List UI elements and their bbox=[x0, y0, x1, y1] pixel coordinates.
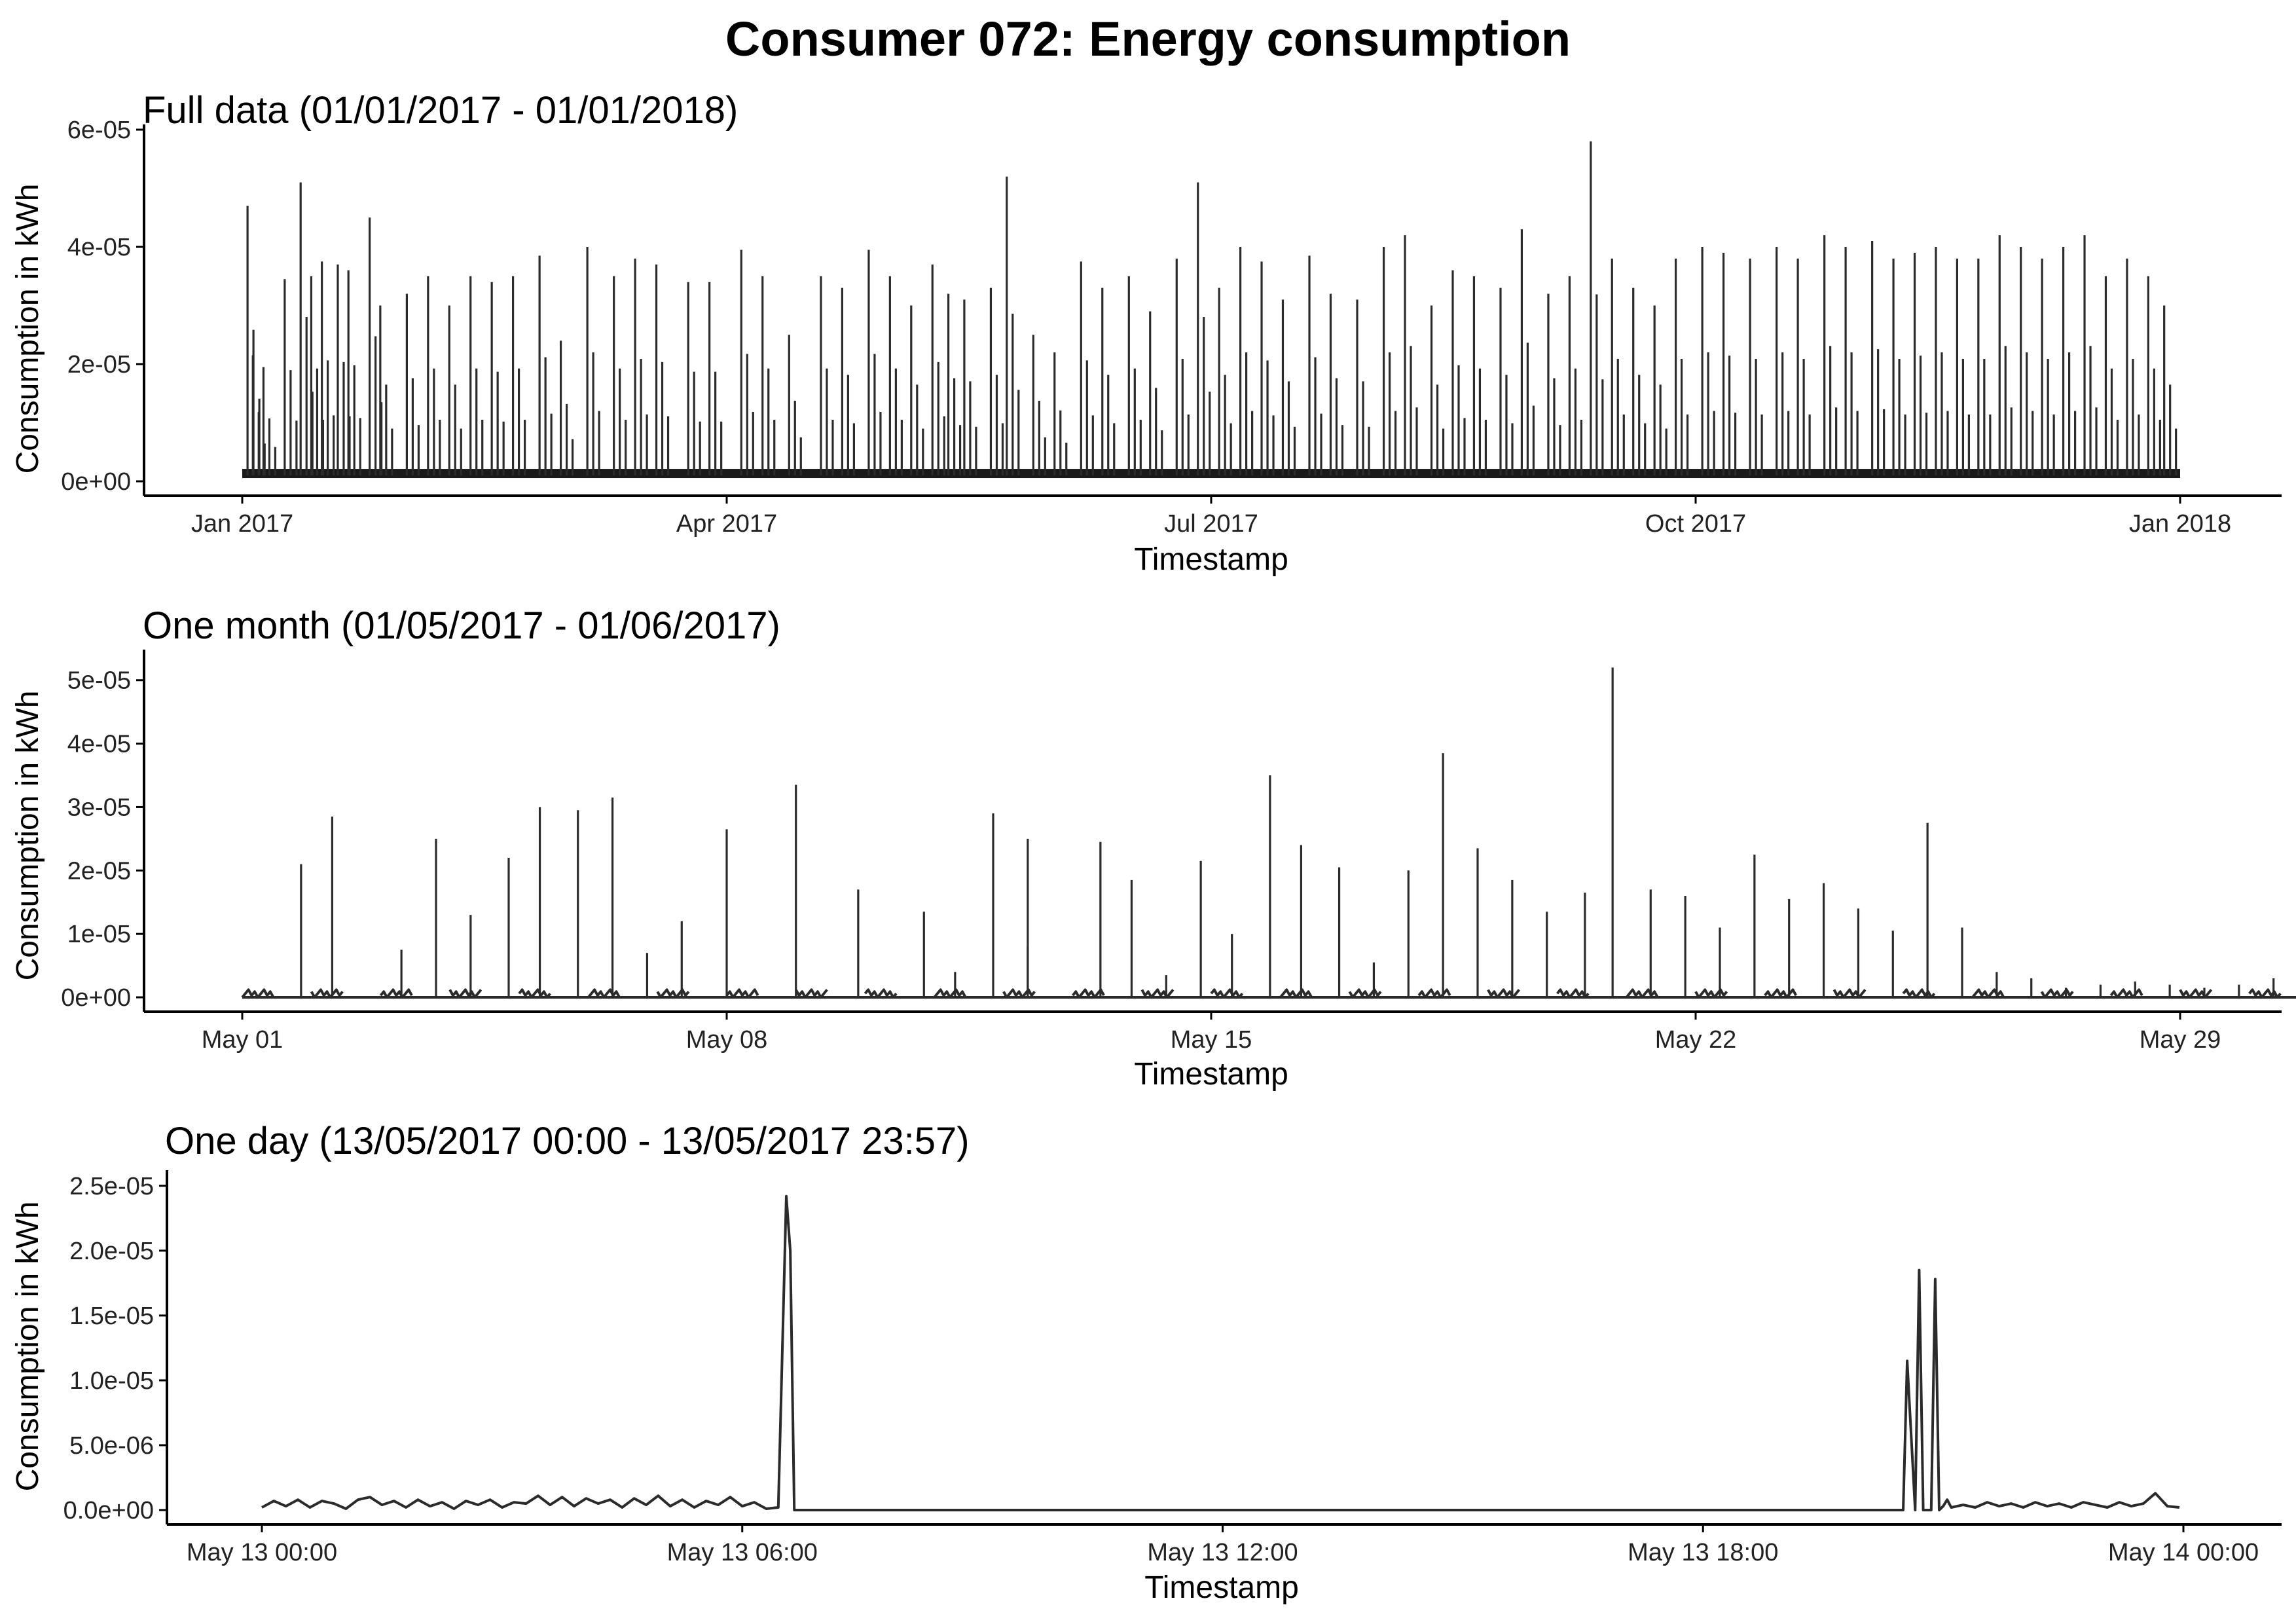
daily-noise bbox=[794, 988, 828, 999]
daily-noise bbox=[2109, 988, 2143, 999]
panel-title: One day (13/05/2017 00:00 - 13/05/2017 2… bbox=[165, 1120, 970, 1162]
y-tick-label: 1.5e-05 bbox=[69, 1302, 154, 1330]
daily-noise bbox=[1971, 988, 2005, 999]
series-line bbox=[261, 1194, 2180, 1511]
daily-noise bbox=[1832, 988, 1867, 999]
x-axis-title: Timestamp bbox=[1134, 1057, 1288, 1092]
y-tick-label: 3e-05 bbox=[67, 794, 131, 821]
y-axis-title: Consumption in kWh bbox=[10, 184, 45, 474]
daily-noise bbox=[2179, 988, 2213, 999]
x-tick-label: May 14 00:00 bbox=[2108, 1539, 2259, 1566]
y-axis-title: Consumption in kWh bbox=[10, 691, 45, 981]
x-tick-label: Oct 2017 bbox=[1645, 510, 1746, 538]
panel-title: Full data (01/01/2017 - 01/01/2018) bbox=[143, 89, 738, 132]
daily-noise bbox=[241, 988, 275, 999]
y-tick-label: 2.5e-05 bbox=[69, 1173, 154, 1200]
tick-labels: 0e+00 2e-05 4e-05 6e-05 Jan 2017 Apr 2017 Jul … bbox=[61, 117, 2231, 538]
x-tick-label: May 01 bbox=[202, 1026, 283, 1054]
daily-noise bbox=[2040, 988, 2074, 999]
y-tick-label: 6e-05 bbox=[67, 117, 131, 144]
y-tick-label: 0e+00 bbox=[61, 984, 131, 1012]
y-tick-label: 4e-05 bbox=[67, 234, 131, 261]
panel-one-day: One day (13/05/2017 00:00 - 13/05/2017 2… bbox=[10, 1120, 2282, 1605]
y-tick-label: 1.0e-05 bbox=[69, 1367, 154, 1395]
panel-full-data: Full data (01/01/2017 - 01/01/2018) 0e+0… bbox=[10, 89, 2282, 577]
x-tick-label: May 15 bbox=[1171, 1026, 1252, 1054]
daily-noise bbox=[310, 988, 344, 999]
daily-noise bbox=[518, 988, 551, 999]
y-tick-label: 2.0e-05 bbox=[69, 1238, 154, 1265]
daily-noise bbox=[656, 988, 690, 999]
daily-noise bbox=[379, 988, 413, 999]
y-tick-label: 1e-05 bbox=[67, 921, 131, 948]
x-tick-label: May 29 bbox=[2140, 1026, 2221, 1054]
x-tick-label: May 13 00:00 bbox=[187, 1539, 337, 1566]
daily-noise bbox=[1140, 988, 1175, 999]
daily-noise bbox=[1072, 988, 1105, 999]
baseline-band bbox=[242, 469, 2180, 479]
daily-noise bbox=[1694, 988, 1728, 999]
daily-noise bbox=[2248, 988, 2282, 999]
y-tick-label: 5e-05 bbox=[67, 667, 131, 695]
daily-noise bbox=[1348, 988, 1382, 999]
daily-noise bbox=[1002, 988, 1036, 999]
y-axis-title: Consumption in kWh bbox=[10, 1202, 45, 1492]
y-tick-label: 2e-05 bbox=[67, 351, 131, 378]
figure-title: Consumer 072: Energy consumption bbox=[725, 12, 1571, 66]
plot-area bbox=[166, 1170, 2282, 1526]
x-tick-label: Apr 2017 bbox=[676, 510, 777, 538]
y-tick-label: 5.0e-06 bbox=[69, 1432, 154, 1460]
daily-noise bbox=[864, 988, 898, 999]
x-tick-label: Jul 2017 bbox=[1164, 510, 1258, 538]
daily-noise bbox=[725, 988, 759, 999]
daily-noise bbox=[933, 988, 967, 999]
daily-noise bbox=[448, 988, 483, 999]
x-axis-title: Timestamp bbox=[1134, 542, 1288, 577]
daily-noise bbox=[587, 988, 621, 999]
daily-noise bbox=[1556, 988, 1590, 999]
x-tick-label: May 13 18:00 bbox=[1628, 1539, 1778, 1566]
x-axis-title: Timestamp bbox=[1144, 1570, 1299, 1605]
daily-noise bbox=[1764, 988, 1798, 999]
plot-area bbox=[143, 124, 2282, 497]
daily-noise bbox=[1417, 988, 1451, 999]
panel-title: One month (01/05/2017 - 01/06/2017) bbox=[143, 604, 780, 647]
daily-noise bbox=[1625, 988, 1659, 999]
y-tick-label: 2e-05 bbox=[67, 857, 131, 885]
daily-noise bbox=[1902, 988, 1936, 999]
plot-area bbox=[143, 650, 2296, 1013]
tick-labels: 0e+00 1e-05 2e-05 3e-05 4e-05 5e-05 May 01 May … bbox=[61, 667, 2221, 1054]
daily-noise bbox=[1210, 988, 1244, 999]
x-tick-label: May 13 06:00 bbox=[667, 1539, 818, 1566]
x-tick-label: May 22 bbox=[1655, 1026, 1737, 1054]
y-tick-label: 0e+00 bbox=[61, 468, 131, 496]
daily-noise bbox=[1279, 988, 1313, 999]
x-tick-label: May 08 bbox=[686, 1026, 768, 1054]
daily-noise bbox=[1487, 988, 1520, 999]
panel-one-month: One month (01/05/2017 - 01/06/2017) 0e+0… bbox=[10, 604, 2296, 1092]
x-tick-label: Jan 2018 bbox=[2129, 510, 2231, 538]
y-tick-label: 0.0e+00 bbox=[64, 1497, 154, 1524]
x-tick-label: May 13 12:00 bbox=[1147, 1539, 1298, 1566]
y-tick-label: 4e-05 bbox=[67, 731, 131, 758]
x-tick-label: Jan 2017 bbox=[191, 510, 293, 538]
tick-labels: 0.0e+00 5.0e-06 1.0e-05 1.5e-05 2.0e-05 2.5e-… bbox=[64, 1173, 2259, 1566]
